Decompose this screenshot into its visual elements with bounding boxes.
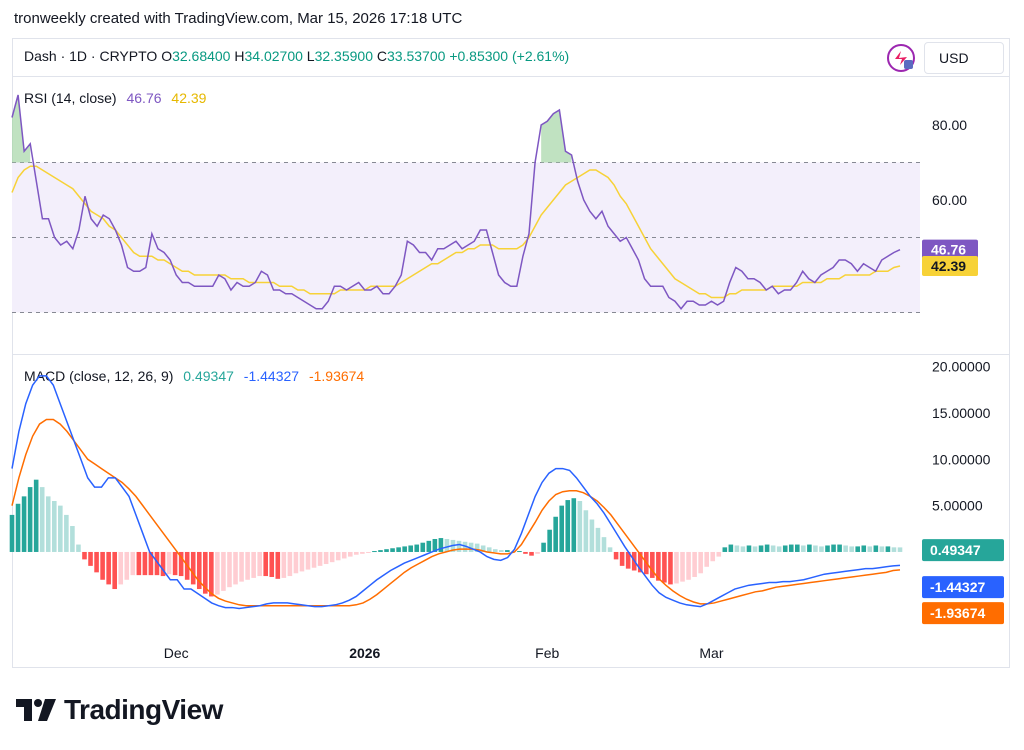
- rsi-legend[interactable]: RSI (14, close) 46.76 42.39: [24, 90, 212, 106]
- high-label: H: [234, 48, 245, 64]
- tradingview-wordmark: TradingView: [64, 694, 223, 725]
- header-separator: [12, 76, 1010, 77]
- user-avatar-icon[interactable]: [886, 43, 916, 73]
- high-value: 34.02700: [244, 48, 303, 64]
- close-label: C: [376, 48, 388, 64]
- open-label: O: [161, 48, 173, 64]
- histogram-legend-value: 0.49347: [183, 368, 234, 384]
- low-value: 32.35900: [314, 48, 373, 64]
- chart-frame: [12, 38, 1010, 668]
- symbol-ohlc-row: Dash · 1D · CRYPTO O32.68400 H34.02700 L…: [24, 48, 569, 64]
- change-value: +0.85300 (+2.61%): [449, 48, 570, 64]
- macd-legend[interactable]: MACD (close, 12, 26, 9) 0.49347 -1.44327…: [24, 368, 370, 384]
- signal-legend-value: -1.93674: [308, 368, 365, 384]
- currency-button[interactable]: USD: [924, 42, 1004, 74]
- chart-credit-title: tronweekly created with TradingView.com,…: [14, 10, 463, 27]
- low-label: L: [306, 48, 315, 64]
- pane-separator: [12, 354, 1010, 355]
- macd-legend-title: MACD (close, 12, 26, 9): [24, 368, 174, 384]
- rsi-legend-value: 46.76: [126, 90, 162, 106]
- close-value: 33.53700: [387, 48, 446, 64]
- rsi-ma-legend-value: 42.39: [171, 90, 207, 106]
- tradingview-logo: TradingView: [16, 694, 223, 726]
- macd-legend-value: -1.44327: [243, 368, 300, 384]
- open-value: 32.68400: [172, 48, 231, 64]
- rsi-legend-title: RSI (14, close): [24, 90, 117, 106]
- symbol-name[interactable]: Dash · 1D · CRYPTO: [24, 48, 158, 64]
- tradingview-logo-icon: [16, 699, 56, 721]
